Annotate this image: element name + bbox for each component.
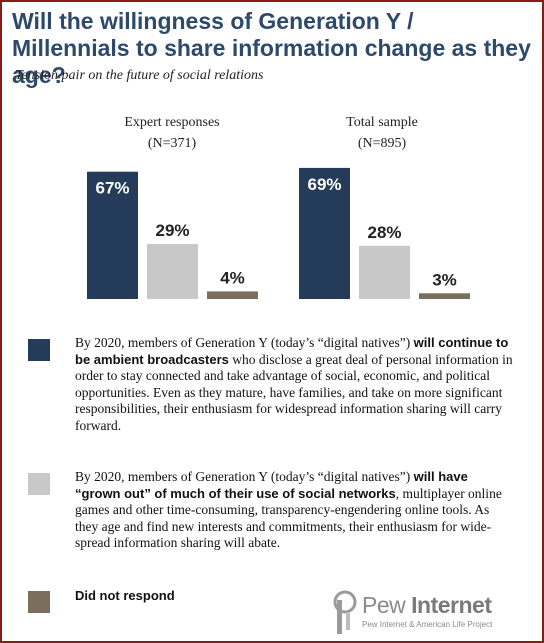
bar-experts-2 [147, 243, 198, 299]
legend-bold: will continue to be ambient broadcasters [75, 335, 509, 367]
group-label-total: Total sample (N=895) [307, 112, 457, 154]
logo-name-bold: Internet [411, 592, 492, 618]
bar-value-label: 69% [307, 175, 341, 194]
legend-swatch-no-response [28, 591, 50, 613]
logo-name: Pew Internet [362, 592, 492, 619]
bar-value-label: 3% [432, 270, 457, 289]
pew-logo-icon [333, 590, 357, 634]
legend-bold: Did not respond [75, 588, 175, 603]
legend-swatch-grown-out [28, 473, 50, 495]
legend-bold: will have “grown out” of much of their u… [75, 469, 468, 501]
bar-chart: 67% 29% 4% 69% 28% 3% [87, 167, 470, 299]
chart-subtitle: Tension pair on the future of social rel… [15, 68, 264, 83]
legend-post: , multiplayer online games and other tim… [75, 485, 502, 551]
group-label-experts-n: (N=371) [147, 136, 197, 151]
legend-pre: By 2020, members of Generation Y (today’… [75, 469, 414, 484]
bar-value-label: 28% [367, 223, 401, 242]
pew-internet-logo: Pew Internet Pew Internet & American Lif… [332, 590, 532, 640]
bar-value-label: 29% [155, 221, 189, 240]
bar-value-label: 4% [220, 268, 245, 287]
bar-experts-1 [87, 171, 138, 299]
logo-tagline: Pew Internet & American Life Project [362, 620, 493, 629]
bar-total-2 [359, 245, 410, 299]
bar-experts-3 [207, 291, 258, 299]
legend-text-no-response: Did not respond [75, 588, 515, 605]
legend-text-broadcasters: By 2020, members of Generation Y (today’… [75, 335, 515, 434]
legend-post: who disclose a great deal of personal in… [75, 351, 513, 433]
bar-total-3 [419, 293, 470, 299]
legend-text-grown-out: By 2020, members of Generation Y (today’… [75, 469, 515, 552]
group-label-total-n: (N=895) [357, 136, 407, 151]
group-label-experts-title: Expert responses [124, 115, 220, 130]
legend-pre: By 2020, members of Generation Y (today’… [75, 335, 414, 350]
chart-title: Will the willingness of Generation Y / M… [12, 8, 531, 88]
group-label-experts: Expert responses (N=371) [97, 112, 247, 154]
logo-name-light: Pew [362, 592, 406, 618]
bar-value-label: 67% [95, 179, 129, 198]
bar-total-1 [299, 167, 350, 299]
legend-swatch-broadcasters [28, 339, 50, 361]
group-label-total-title: Total sample [346, 115, 418, 130]
